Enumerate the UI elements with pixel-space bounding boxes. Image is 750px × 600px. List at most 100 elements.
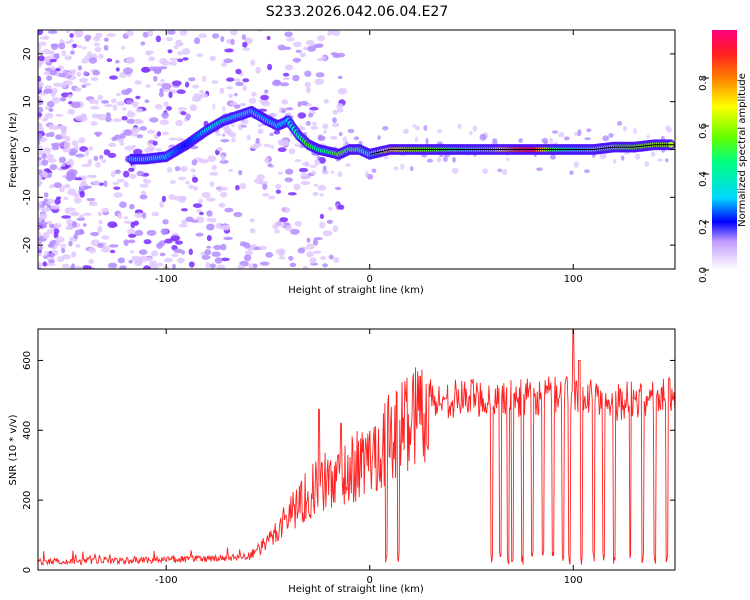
noise-blob	[212, 103, 216, 110]
noise-blob	[46, 228, 55, 235]
noise-blob	[152, 66, 162, 73]
noise-blob	[50, 43, 59, 48]
noise-blob	[506, 157, 510, 161]
noise-blob	[45, 263, 56, 267]
noise-blob	[42, 232, 50, 239]
noise-blob	[125, 99, 133, 105]
noise-blob	[182, 57, 189, 61]
noise-blob	[260, 94, 270, 101]
noise-blob	[93, 155, 99, 161]
noise-blob	[188, 77, 196, 82]
noise-blob	[81, 58, 90, 64]
noise-blob	[67, 94, 73, 99]
noise-blob	[87, 51, 93, 57]
noise-blob	[90, 121, 98, 126]
noise-blob	[51, 97, 61, 104]
noise-blob	[317, 134, 324, 140]
noise-blob	[337, 75, 343, 80]
noise-blob	[314, 78, 324, 85]
noise-blob	[306, 237, 311, 243]
snr-xtick-label: 100	[564, 575, 583, 586]
noise-blob	[134, 119, 144, 125]
noise-blob	[220, 62, 228, 67]
noise-blob	[108, 142, 117, 148]
noise-blob	[109, 249, 116, 254]
noise-blob	[330, 170, 335, 174]
noise-blob	[61, 263, 70, 269]
noise-blob	[451, 167, 459, 174]
noise-blob	[285, 107, 294, 111]
noise-blob	[584, 137, 591, 141]
snr-xtick-label: 0	[367, 575, 373, 586]
noise-blob	[121, 107, 127, 111]
noise-blob	[224, 48, 234, 53]
noise-blob	[88, 247, 97, 254]
noise-blob	[305, 39, 315, 46]
noise-blob	[88, 258, 95, 265]
noise-blob	[284, 177, 294, 183]
noise-blob	[41, 159, 48, 166]
noise-blob	[323, 98, 329, 104]
noise-blob	[251, 91, 257, 97]
noise-blob	[74, 87, 82, 92]
noise-blob	[220, 257, 230, 262]
noise-blob	[223, 236, 234, 241]
noise-blob	[294, 220, 302, 227]
noise-blob	[257, 128, 264, 134]
noise-blob	[281, 99, 289, 105]
noise-blob	[69, 33, 74, 38]
noise-blob	[288, 255, 294, 261]
noise-blob	[268, 196, 276, 200]
noise-blob	[93, 36, 101, 42]
noise-blob	[257, 123, 263, 128]
noise-blob	[107, 152, 117, 158]
noise-blob	[278, 250, 285, 257]
noise-blob	[226, 77, 235, 82]
noise-blob	[457, 123, 462, 130]
noise-blob	[53, 182, 62, 189]
noise-blob	[353, 136, 360, 141]
noise-blob	[51, 145, 60, 151]
noise-blob	[228, 168, 233, 173]
noise-blob	[59, 186, 65, 193]
noise-blob	[602, 135, 609, 142]
noise-blob	[294, 143, 300, 147]
noise-blob	[415, 126, 421, 131]
noise-blob	[134, 259, 142, 266]
noise-blob	[154, 103, 163, 110]
noise-blob	[48, 259, 55, 264]
noise-blob	[269, 145, 275, 149]
noise-blob	[133, 148, 143, 155]
noise-blob	[55, 113, 64, 117]
noise-blob	[328, 254, 334, 260]
noise-blob	[139, 126, 148, 131]
noise-blob	[103, 44, 109, 51]
noise-blob	[97, 243, 104, 248]
noise-blob	[203, 93, 208, 98]
noise-blob	[297, 112, 307, 119]
noise-blob	[178, 176, 187, 181]
noise-blob	[159, 252, 166, 257]
noise-blob	[332, 109, 339, 115]
noise-blob	[275, 189, 281, 194]
noise-blob	[338, 131, 343, 137]
noise-blob	[88, 98, 95, 105]
noise-blob	[143, 148, 154, 153]
noise-blob	[284, 64, 294, 71]
snr-ylabel: SNR (10 * v/v)	[8, 414, 19, 485]
noise-blob	[156, 131, 162, 137]
colorbar-tick-label: 0.2	[698, 219, 709, 235]
snr-ytick-label: 400	[22, 421, 33, 440]
noise-blob	[123, 239, 129, 247]
noise-blob	[127, 110, 133, 115]
noise-blob	[121, 89, 131, 96]
noise-blob	[199, 159, 210, 164]
spec-xtick-label: 0	[367, 274, 373, 285]
noise-blob	[108, 244, 119, 248]
noise-blob	[38, 122, 43, 129]
noise-blob	[608, 133, 614, 138]
noise-blob	[213, 244, 223, 250]
noise-blob	[185, 180, 190, 185]
noise-blob	[163, 101, 169, 107]
